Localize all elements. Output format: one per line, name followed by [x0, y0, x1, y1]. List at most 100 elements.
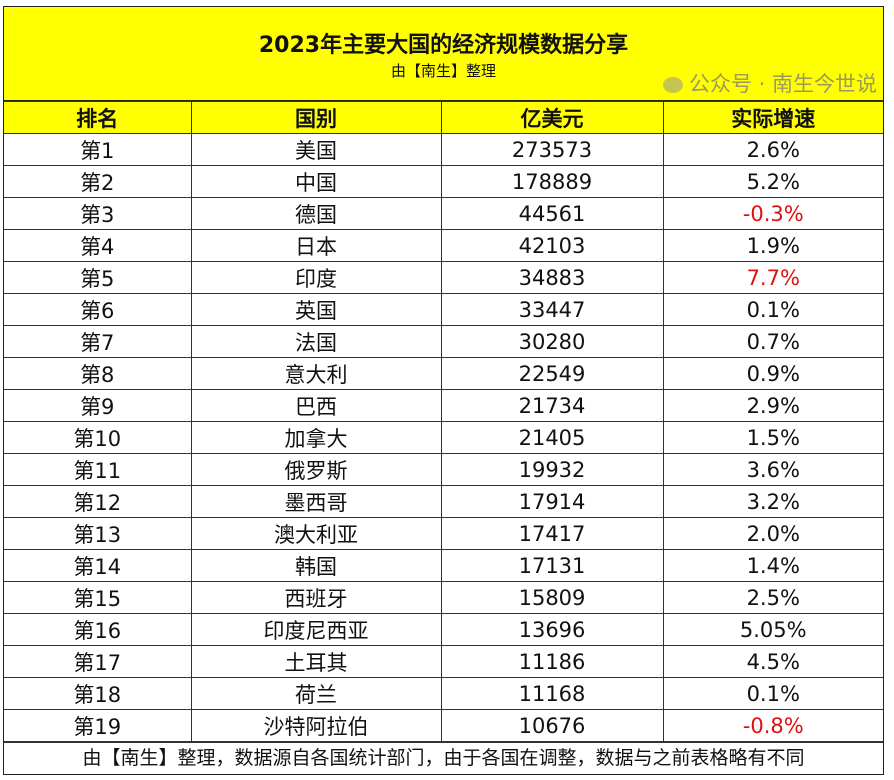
- growth-cell: 1.9%: [662, 229, 883, 262]
- rank-cell: 第19: [4, 709, 192, 742]
- growth-cell: 2.9%: [662, 389, 883, 422]
- table-row: 第15 西班牙 15809 2.5%: [4, 581, 883, 614]
- rank-cell: 第3: [4, 197, 192, 230]
- country-cell: 美国: [190, 133, 442, 166]
- country-cell: 墨西哥: [190, 485, 442, 518]
- rank-cell: 第2: [4, 165, 192, 198]
- country-cell: 法国: [190, 325, 442, 358]
- table-row: 第1 美国 273573 2.6%: [4, 133, 883, 166]
- rank-cell: 第10: [4, 421, 192, 454]
- country-cell: 英国: [190, 293, 442, 326]
- table-row: 第2 中国 178889 5.2%: [4, 165, 883, 198]
- table-row: 第4 日本 42103 1.9%: [4, 229, 883, 262]
- header-rank: 排名: [4, 101, 192, 134]
- rank-cell: 第15: [4, 581, 192, 614]
- growth-cell: 0.7%: [662, 325, 883, 358]
- country-cell: 印度尼西亚: [190, 613, 442, 646]
- table-row: 第14 韩国 17131 1.4%: [4, 549, 883, 582]
- gdp-cell: 30280: [440, 325, 664, 358]
- table-row: 第8 意大利 22549 0.9%: [4, 357, 883, 390]
- gdp-cell: 178889: [440, 165, 664, 198]
- rank-cell: 第5: [4, 261, 192, 294]
- country-cell: 荷兰: [190, 677, 442, 710]
- gdp-table: 排名 国别 亿美元 实际增速 第1 美国 273573 2.6% 第2 中国 178889 5…: [4, 101, 883, 742]
- header-growth: 实际增速: [662, 101, 883, 134]
- wechat-icon: [662, 77, 683, 93]
- country-cell: 土耳其: [190, 645, 442, 678]
- growth-cell: 7.7%: [662, 261, 883, 294]
- rank-cell: 第1: [4, 133, 192, 166]
- table-row: 第13 澳大利亚 17417 2.0%: [4, 517, 883, 550]
- country-cell: 俄罗斯: [190, 453, 442, 486]
- gdp-cell: 17131: [440, 549, 664, 582]
- country-cell: 加拿大: [190, 421, 442, 454]
- table-row: 第19 沙特阿拉伯 10676 -0.8%: [4, 709, 883, 742]
- country-cell: 德国: [190, 197, 442, 230]
- rank-cell: 第18: [4, 677, 192, 710]
- growth-cell: 5.2%: [662, 165, 883, 198]
- table-row: 第17 土耳其 11186 4.5%: [4, 645, 883, 678]
- header-country: 国别: [190, 101, 442, 134]
- growth-cell: 3.2%: [662, 485, 883, 518]
- rank-cell: 第7: [4, 325, 192, 358]
- header-row: 排名 国别 亿美元 实际增速: [4, 101, 883, 134]
- growth-cell: 2.5%: [662, 581, 883, 614]
- rank-cell: 第17: [4, 645, 192, 678]
- growth-cell: -0.3%: [662, 197, 883, 230]
- growth-cell: 4.5%: [662, 645, 883, 678]
- table-title: 2023年主要大国的经济规模数据分享: [258, 33, 629, 58]
- country-cell: 西班牙: [190, 581, 442, 614]
- table-row: 第3 德国 44561 -0.3%: [4, 197, 883, 230]
- growth-cell: 0.1%: [662, 293, 883, 326]
- rank-cell: 第16: [4, 613, 192, 646]
- rank-cell: 第13: [4, 517, 192, 550]
- rank-cell: 第14: [4, 549, 192, 582]
- table-row: 第5 印度 34883 7.7%: [4, 261, 883, 294]
- growth-cell: -0.8%: [662, 709, 883, 742]
- rank-cell: 第8: [4, 357, 192, 390]
- country-cell: 巴西: [190, 389, 442, 422]
- country-cell: 韩国: [190, 549, 442, 582]
- gdp-cell: 33447: [440, 293, 664, 326]
- country-cell: 日本: [190, 229, 442, 262]
- country-cell: 中国: [190, 165, 442, 198]
- table-subtitle: 由【南生】整理: [390, 62, 496, 80]
- growth-cell: 3.6%: [662, 453, 883, 486]
- gdp-cell: 13696: [440, 613, 664, 646]
- table-row: 第12 墨西哥 17914 3.2%: [4, 485, 883, 518]
- gdp-cell: 44561: [440, 197, 664, 230]
- growth-cell: 5.05%: [662, 613, 883, 646]
- gdp-cell: 34883: [440, 261, 664, 294]
- table-row: 第16 印度尼西亚 13696 5.05%: [4, 613, 883, 646]
- gdp-table-sheet: 2023年主要大国的经济规模数据分享 由【南生】整理 公众号 · 南生今世说 排…: [3, 6, 884, 775]
- table-row: 第10 加拿大 21405 1.5%: [4, 421, 883, 454]
- header-gdp: 亿美元: [440, 101, 664, 134]
- gdp-cell: 11168: [440, 677, 664, 710]
- growth-cell: 0.1%: [662, 677, 883, 710]
- table-row: 第6 英国 33447 0.1%: [4, 293, 883, 326]
- gdp-cell: 11186: [440, 645, 664, 678]
- gdp-cell: 22549: [440, 357, 664, 390]
- growth-cell: 1.4%: [662, 549, 883, 582]
- watermark: 公众号 · 南生今世说: [662, 71, 877, 97]
- gdp-cell: 17417: [440, 517, 664, 550]
- gdp-cell: 42103: [440, 229, 664, 262]
- rank-cell: 第9: [4, 389, 192, 422]
- rank-cell: 第12: [4, 485, 192, 518]
- gdp-cell: 17914: [440, 485, 664, 518]
- growth-cell: 0.9%: [662, 357, 883, 390]
- gdp-cell: 15809: [440, 581, 664, 614]
- gdp-cell: 10676: [440, 709, 664, 742]
- country-cell: 印度: [190, 261, 442, 294]
- growth-cell: 1.5%: [662, 421, 883, 454]
- table-row: 第7 法国 30280 0.7%: [4, 325, 883, 358]
- growth-cell: 2.6%: [662, 133, 883, 166]
- gdp-cell: 21734: [440, 389, 664, 422]
- table-row: 第9 巴西 21734 2.9%: [4, 389, 883, 422]
- footer-note: 由【南生】整理，数据源自各国统计部门，由于各国在调整，数据与之前表格略有不同: [4, 742, 883, 774]
- growth-cell: 2.0%: [662, 517, 883, 550]
- country-cell: 意大利: [190, 357, 442, 390]
- rank-cell: 第6: [4, 293, 192, 326]
- gdp-cell: 273573: [440, 133, 664, 166]
- gdp-cell: 21405: [440, 421, 664, 454]
